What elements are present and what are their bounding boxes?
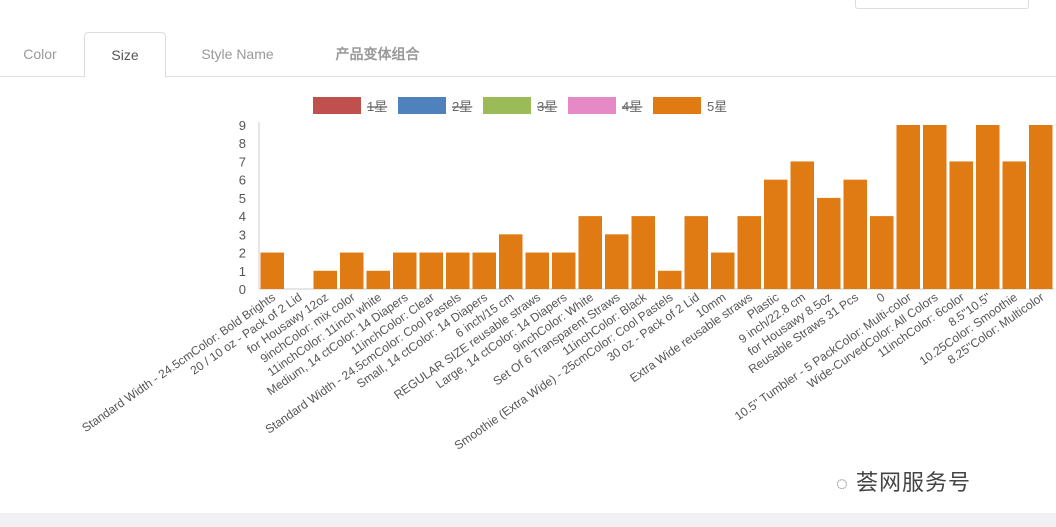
- legend-label[interactable]: 1星: [367, 99, 387, 114]
- bar: [684, 216, 708, 289]
- tab-color[interactable]: Color: [23, 46, 57, 62]
- bar: [552, 252, 576, 289]
- bar: [817, 197, 841, 289]
- tab-size[interactable]: Size: [84, 32, 166, 78]
- bar: [578, 216, 602, 289]
- y-tick-label: 7: [239, 154, 246, 169]
- bar: [313, 270, 337, 289]
- y-tick-label: 6: [239, 173, 246, 188]
- bar: [446, 252, 470, 289]
- bar: [393, 252, 417, 289]
- bar: [419, 252, 443, 289]
- bar: [1002, 161, 1026, 289]
- bottom-bar: [0, 513, 1056, 527]
- y-tick-label: 8: [239, 136, 246, 151]
- bar: [870, 216, 894, 289]
- legend-swatch: [398, 97, 446, 114]
- y-tick-label: 0: [239, 282, 246, 297]
- x-tick-label: 0: [874, 290, 888, 305]
- bar: [923, 125, 947, 289]
- bar: [896, 125, 920, 289]
- wechat-icon: ◌: [836, 473, 849, 495]
- bar: [499, 234, 523, 289]
- y-tick-label: 2: [239, 246, 246, 261]
- bar: [737, 216, 761, 289]
- legend-label[interactable]: 4星: [622, 99, 642, 114]
- legend-swatch: [483, 97, 531, 114]
- bar: [1029, 125, 1053, 289]
- legend-label[interactable]: 2星: [452, 99, 472, 114]
- bar: [976, 125, 1000, 289]
- bar: [472, 252, 496, 289]
- y-tick-label: 9: [239, 118, 246, 133]
- bar: [764, 179, 788, 289]
- bar: [525, 252, 549, 289]
- legend-swatch: [568, 97, 616, 114]
- bar: [949, 161, 973, 289]
- bar: [631, 216, 655, 289]
- bar: [843, 179, 867, 289]
- tab-variant-combo[interactable]: 产品变体组合: [335, 46, 420, 62]
- bar: [366, 270, 390, 289]
- bar: [605, 234, 629, 289]
- bar: [790, 161, 814, 289]
- watermark-text: 荟网服务号: [856, 470, 972, 495]
- y-tick-label: 5: [239, 191, 246, 206]
- x-tick-label: Standard Width - 24.5cmColor: Bold Brigh…: [79, 290, 278, 435]
- bar: [711, 252, 735, 289]
- bar: [658, 270, 682, 289]
- y-tick-label: 4: [239, 209, 246, 224]
- legend-swatch: [313, 97, 361, 114]
- y-tick-label: 3: [239, 227, 246, 242]
- top-right-control[interactable]: [855, 0, 1029, 9]
- legend-label[interactable]: 3星: [537, 99, 557, 114]
- legend-label[interactable]: 5星: [707, 99, 727, 114]
- bar: [340, 252, 364, 289]
- legend-swatch: [653, 97, 701, 114]
- bar: [260, 252, 284, 289]
- tab-style-name[interactable]: Style Name: [201, 46, 274, 62]
- y-tick-label: 1: [239, 264, 246, 279]
- tab-bar: Color Size Style Name 产品变体组合: [0, 32, 1056, 78]
- watermark: ◌ 荟网服务号: [836, 465, 971, 497]
